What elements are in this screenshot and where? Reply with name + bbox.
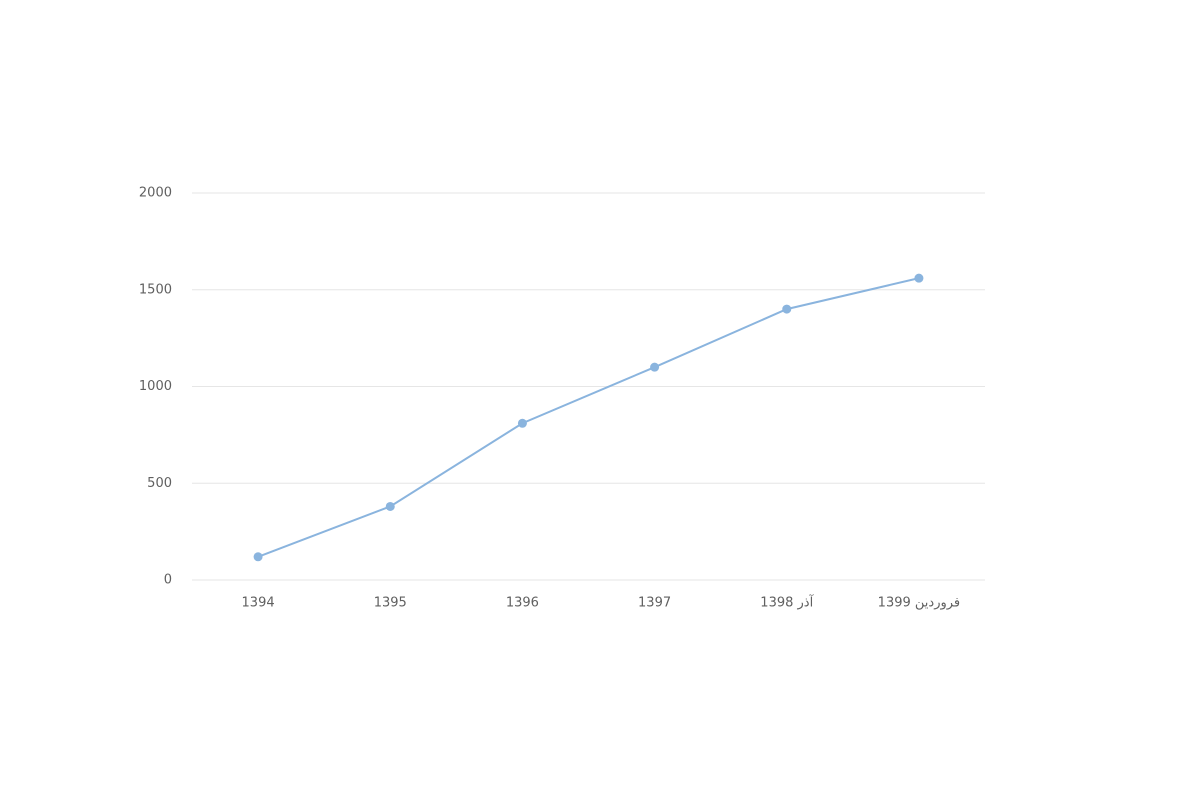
point [385, 501, 395, 511]
point [914, 273, 924, 283]
y-tick-label: 2000 [139, 186, 172, 201]
x-tick-label: 1395 [374, 596, 407, 611]
y-tick-label: 500 [147, 476, 172, 491]
point [650, 362, 660, 372]
x-tick-label: 1397 [638, 596, 671, 611]
y-tick-label: 0 [164, 573, 172, 588]
x-tick-label: فروردین 1399 [878, 596, 960, 611]
point [782, 304, 792, 314]
x-tick-label: آذر 1398 [760, 594, 814, 611]
point [517, 418, 527, 428]
y-tick-label: 1000 [139, 379, 172, 394]
line [257, 277, 920, 558]
point [253, 552, 263, 562]
x-tick-label: 1394 [242, 596, 275, 611]
y-tick-label: 1500 [139, 282, 172, 297]
x-tick-label: 1396 [506, 596, 539, 611]
